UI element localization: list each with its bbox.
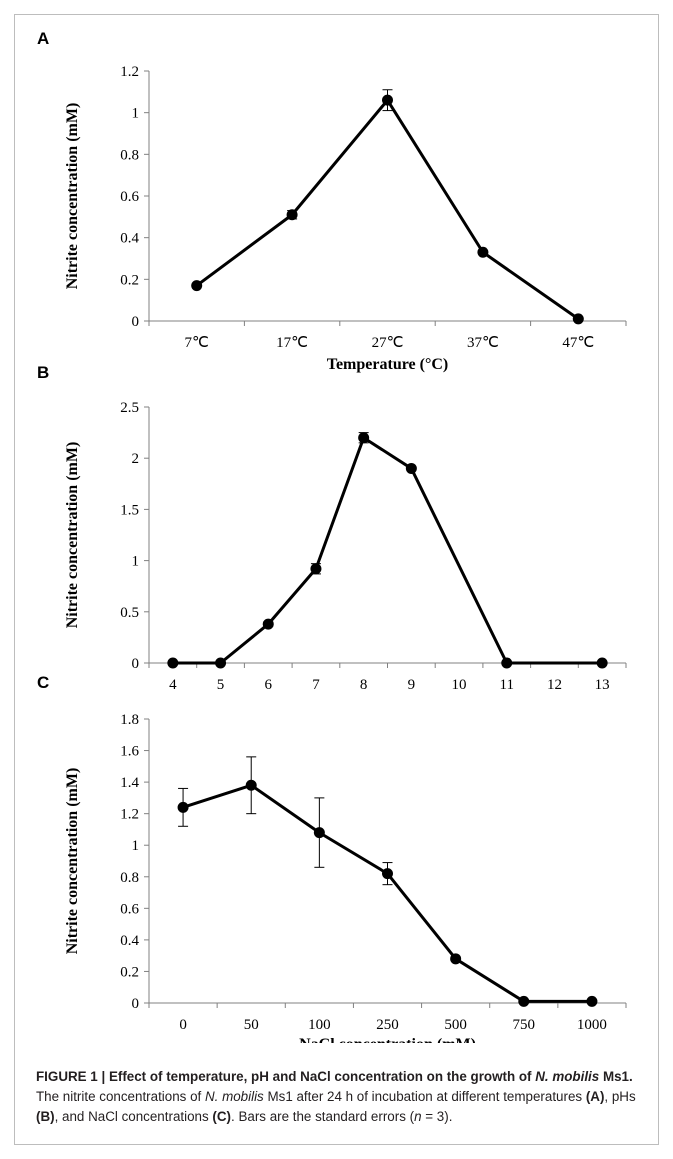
chart-ph: 00.511.522.545678910111213pHNitrite conc… <box>64 400 627 713</box>
x-tick-label: 50 <box>244 1017 259 1033</box>
y-tick-label: 1.5 <box>120 502 139 518</box>
x-tick-label: 100 <box>308 1017 331 1033</box>
y-tick-label: 0.2 <box>120 964 139 980</box>
y-tick-label: 1 <box>132 106 140 122</box>
panel-c: C 0 0.2 0.4 0.6 0.8 1 1.2 1.4 1.6 1.8 0 50 100 250 500… <box>15 673 658 1053</box>
x-tick-label: 12 <box>547 677 562 693</box>
data-point <box>586 995 598 1007</box>
data-point <box>405 462 417 474</box>
y-tick-label: 0.8 <box>120 147 139 163</box>
y-tick-label: 1 <box>132 554 140 570</box>
x-tick-label: 11 <box>500 677 514 693</box>
panel-a: A 0 0.2 0.4 0.6 0.8 1 1.2 7℃ 17℃ 27℃ 37℃ 47℃ Tempera… <box>15 29 658 379</box>
y-axis-title: Nitrite concentration (mM) <box>64 768 81 955</box>
data-point <box>501 657 513 669</box>
series-line <box>182 783 592 1003</box>
caption-body: The nitrite concentrations of N. mobilis… <box>36 1089 636 1124</box>
x-tick-label: 7℃ <box>185 335 209 351</box>
y-tick-label: 2.5 <box>120 400 139 416</box>
x-tick-label: 1000 <box>577 1017 607 1033</box>
data-point <box>358 432 370 444</box>
y-tick-label: 0 <box>132 656 140 672</box>
y-tick-label: 0.4 <box>120 231 139 247</box>
caption-lead: FIGURE 1 | Effect of temperature, pH and… <box>36 1069 633 1084</box>
data-point <box>191 280 203 292</box>
x-tick-label: 750 <box>513 1017 536 1033</box>
y-tick-label: 0.5 <box>120 605 139 621</box>
x-tick-label: 4 <box>169 677 177 693</box>
y-tick-label: 0 <box>132 996 140 1012</box>
data-point <box>262 618 274 630</box>
data-point <box>382 94 393 106</box>
data-point <box>245 779 257 791</box>
x-tick-label: 500 <box>444 1017 467 1033</box>
y-tick-label: 1 <box>132 838 140 854</box>
data-point <box>313 827 325 839</box>
y-tick-label: 0.2 <box>120 272 139 288</box>
data-point <box>215 657 227 669</box>
data-point <box>382 868 393 880</box>
chart-nacl: 0 0.2 0.4 0.6 0.8 1 1.2 1.4 1.6 1.8 0 50 100 250 500 75… <box>64 712 627 1053</box>
data-point <box>518 995 530 1007</box>
y-tick-label: 0.6 <box>120 901 139 917</box>
x-tick-label: 7 <box>312 677 320 693</box>
series-line <box>172 436 603 665</box>
y-axis-title: Nitrite concentration (mM) <box>64 103 81 290</box>
data-point <box>177 801 189 813</box>
chart-temperature: 0 0.2 0.4 0.6 0.8 1 1.2 7℃ 17℃ 27℃ 37℃ 47℃ Temperatu… <box>64 64 627 373</box>
x-tick-label: 27℃ <box>372 335 404 351</box>
y-tick-label: 1.8 <box>120 712 139 728</box>
series-line <box>195 98 580 321</box>
x-tick-label: 10 <box>452 677 467 693</box>
x-tick-label: 37℃ <box>467 335 499 351</box>
y-tick-label: 1.2 <box>120 64 139 80</box>
y-axis-title: Nitrite concentration (mM) <box>64 442 81 629</box>
y-tick-label: 0.4 <box>120 933 139 949</box>
x-tick-label: 5 <box>217 677 225 693</box>
x-tick-label: 13 <box>595 677 610 693</box>
y-tick-label: 1.4 <box>120 775 139 791</box>
x-tick-label: 0 <box>179 1017 187 1033</box>
x-tick-label: 47℃ <box>562 335 594 351</box>
x-tick-label: 9 <box>408 677 416 693</box>
data-point <box>572 313 584 325</box>
data-point <box>286 209 298 221</box>
y-tick-label: 2 <box>132 451 140 467</box>
x-axis-title: NaCl concentration (mM) <box>299 1036 476 1043</box>
data-point <box>450 953 462 965</box>
x-axis-title: Temperature (°C) <box>327 356 448 373</box>
data-point <box>310 563 322 575</box>
panel-c-letter: C <box>37 673 50 692</box>
panel-b-letter: B <box>37 363 50 382</box>
y-tick-label: 0.6 <box>120 189 139 205</box>
data-point <box>167 657 179 669</box>
data-point <box>477 246 489 258</box>
y-tick-label: 1.2 <box>120 807 139 823</box>
y-tick-label: 0 <box>132 314 140 330</box>
data-point <box>596 657 608 669</box>
panel-b: B 00.511.522.545678910111213pHNitrite co… <box>15 363 658 713</box>
x-tick-label: 17℃ <box>276 335 308 351</box>
y-tick-label: 1.6 <box>120 744 139 760</box>
x-tick-label: 250 <box>376 1017 399 1033</box>
figure-frame: A 0 0.2 0.4 0.6 0.8 1 1.2 7℃ 17℃ 27℃ 37℃ 47℃ Tempera… <box>14 14 659 1145</box>
y-tick-label: 0.8 <box>120 870 139 886</box>
x-tick-label: 6 <box>265 677 273 693</box>
figure-caption: FIGURE 1 | Effect of temperature, pH and… <box>36 1067 646 1127</box>
panel-a-letter: A <box>37 29 50 48</box>
x-tick-label: 8 <box>360 677 368 693</box>
